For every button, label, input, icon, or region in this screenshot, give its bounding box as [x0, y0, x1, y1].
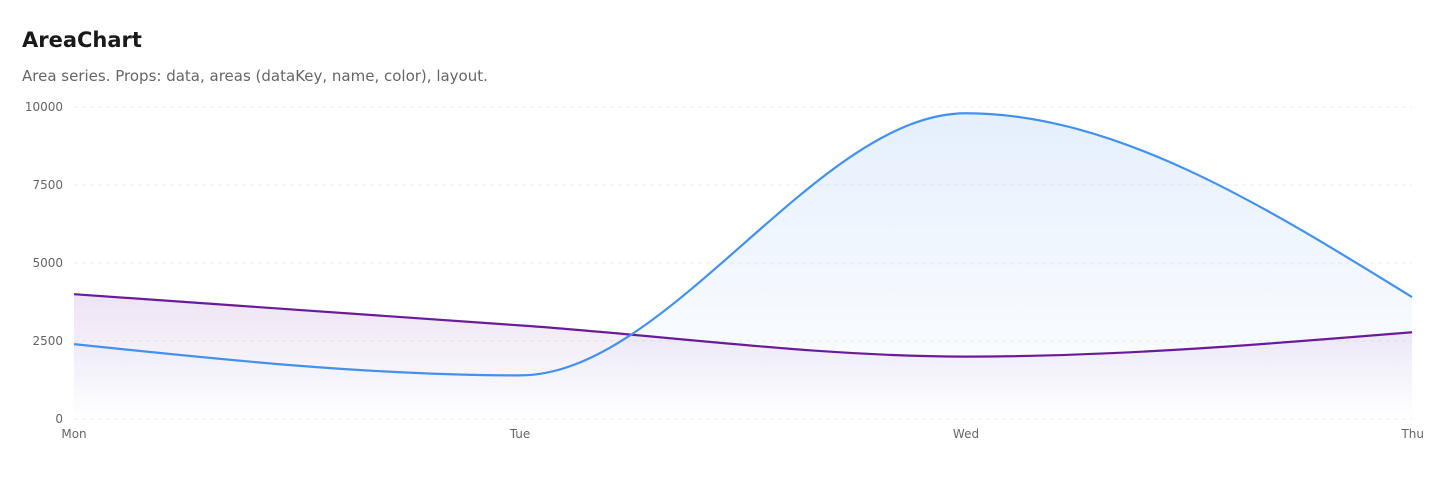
- chart-title: AreaChart: [22, 28, 142, 52]
- y-tick-label: 5000: [32, 256, 63, 270]
- y-tick-label: 0: [55, 412, 63, 426]
- x-tick-label: Mon: [61, 427, 86, 441]
- chart-subtitle: Area series. Props: data, areas (dataKey…: [22, 67, 488, 85]
- y-tick-label: 7500: [32, 178, 63, 192]
- area-line: [73, 293, 1413, 358]
- x-tick-label: Wed: [953, 427, 979, 441]
- x-tick-label: Tue: [509, 427, 531, 441]
- area-fill: [74, 113, 1412, 420]
- area-line: [73, 112, 1413, 377]
- y-tick-label: 10000: [25, 100, 63, 114]
- y-tick-label: 2500: [32, 334, 63, 348]
- x-tick-label: Thu: [1400, 427, 1424, 441]
